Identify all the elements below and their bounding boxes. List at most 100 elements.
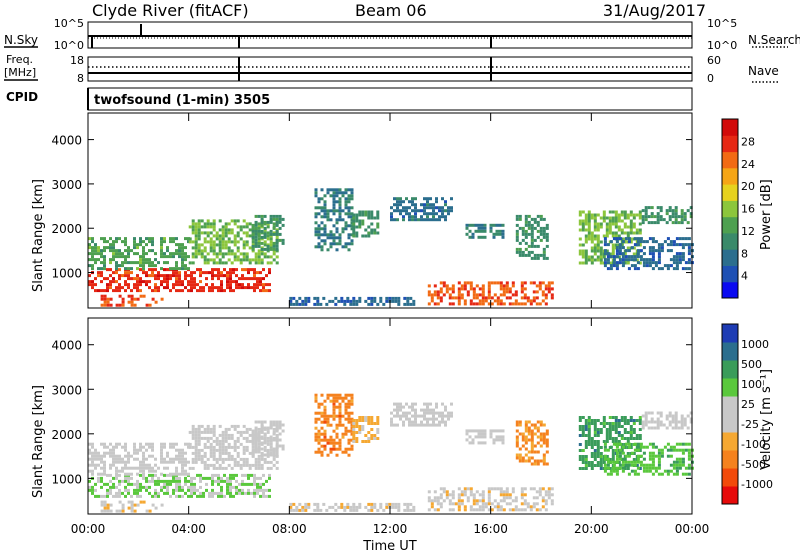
velocity-colorbar-swatch-5: [722, 396, 738, 415]
velocity-region-7: [390, 402, 453, 427]
power-region-10: [465, 223, 505, 239]
velocity-colorbar-swatch-7: [722, 360, 738, 379]
power-colorbar: 28 24 20 16 12 8 4: [721, 118, 755, 299]
freq-units-label: [MHz]: [4, 66, 36, 79]
velocity-ytick-label-3: 1000: [51, 472, 82, 486]
velocity-colorbar-swatch-3: [722, 432, 738, 451]
power-region-9: [427, 281, 554, 306]
velocity-colorbar-tick-6: -500: [741, 458, 766, 471]
velocity-colorbar-swatch-0: [722, 486, 738, 505]
velocity-colorbar-swatch-9: [722, 324, 738, 343]
velocity-region-0: [88, 473, 271, 498]
time-tick-label-3: 12:00: [373, 522, 408, 536]
nave-tick-bottom: 0: [707, 72, 714, 85]
beam-title: Beam 06: [355, 1, 427, 20]
time-tick-label-1: 04:00: [171, 522, 206, 536]
power-colorbar-swatch-2: [722, 249, 738, 266]
power-region-14: [603, 237, 694, 271]
power-colorbar-swatch-0: [722, 281, 738, 299]
velocity-colorbar-swatch-4: [722, 414, 738, 433]
velocity-colorbar-swatch-6: [722, 378, 738, 397]
freq-tick-top: 18: [70, 54, 84, 67]
noise-panel: N.Sky N.Search 10^5 10^0 10^5 10^0: [4, 17, 800, 52]
time-tick-label-4: 16:00: [473, 522, 508, 536]
power-colorbar-swatch-4: [722, 216, 738, 234]
noise-left-tick-top: 10^5: [54, 17, 84, 30]
time-tick-label-5: 20:00: [574, 522, 609, 536]
velocity-colorbar-tick-3: 25: [741, 398, 755, 411]
power-colorbar-swatch-5: [722, 200, 738, 218]
power-colorbar-swatch-9: [722, 135, 738, 153]
velocity-colorbar-swatch-1: [722, 468, 738, 487]
power-colorbar-swatch-7: [722, 167, 738, 185]
frequency-panel: Freq. [MHz] Nave 18 8 60 0: [4, 53, 780, 85]
noise-search-label: N.Search: [748, 33, 800, 47]
cpid-value: twofsound (1-min) 3505: [94, 93, 270, 108]
time-tick-label-0: 00:00: [71, 522, 106, 536]
power-x-ticks: [87, 113, 693, 308]
power-region-1: [88, 237, 190, 271]
power-colorbar-swatch-3: [722, 232, 738, 250]
velocity-colorbar-tick-0: 1000: [741, 338, 769, 351]
power-region-13: [641, 206, 693, 225]
x-axis-label: Time UT: [362, 539, 416, 554]
noise-right-tick-bottom: 10^0: [707, 39, 737, 52]
date-title: 31/Aug/2017: [603, 1, 706, 20]
power-colorbar-tick-0: 28: [741, 135, 755, 148]
velocity-region-13: [641, 411, 693, 430]
velocity-colorbar-tick-4: -25: [741, 418, 759, 431]
power-region-0: [88, 268, 271, 293]
power-region-11: [515, 214, 549, 260]
velocity-ytick-label-2: 2000: [51, 428, 82, 442]
station-title: Clyde River (fitACF): [92, 1, 249, 20]
power-heatmap-panel: 4000 3000 2000 1000 Slant Range [km] 28 24 20…: [31, 112, 774, 309]
power-region-5: [314, 188, 354, 252]
velocity-region-6: [352, 416, 380, 443]
power-colorbar-tick-1: 24: [741, 158, 755, 171]
noise-sky-label: N.Sky: [4, 33, 38, 47]
velocity-region-4: [251, 420, 285, 457]
velocity-region-2: [188, 424, 279, 470]
power-region-3: [100, 294, 164, 307]
power-region-2: [188, 219, 279, 265]
noise-right-tick-top: 10^5: [707, 17, 737, 30]
time-axis-labels: 00:00 04:00 08:00 12:00 16:00 20:00 00:00: [71, 522, 710, 536]
power-colorbar-label: Power [dB]: [759, 179, 774, 250]
power-region-4: [251, 214, 285, 251]
power-region-12: [578, 210, 642, 265]
velocity-region-14: [603, 442, 694, 476]
power-colorbar-tick-5: 8: [741, 247, 748, 260]
velocity-ytick-label-0: 4000: [51, 339, 82, 353]
velocity-y-axis-label: Slant Range [km]: [31, 385, 46, 498]
velocity-region-11: [515, 420, 549, 466]
velocity-colorbar: 1000 500 100 25 -25 -100 -500 -1000: [721, 323, 773, 505]
power-colorbar-tick-6: 4: [741, 270, 748, 283]
power-colorbar-swatch-1: [722, 265, 738, 283]
power-region-6: [352, 210, 380, 238]
nave-tick-top: 60: [707, 54, 721, 67]
power-colorbar-tick-3: 16: [741, 203, 755, 216]
velocity-colorbar-tick-1: 500: [741, 358, 762, 371]
velocity-region-8: [289, 502, 416, 512]
power-region-7: [390, 197, 453, 222]
velocity-region-10: [465, 429, 505, 445]
velocity-heatmap-panel: 4000 3000 2000 1000 Slant Range [km] 1000 50…: [31, 317, 774, 515]
velocity-x-ticks: [87, 318, 693, 514]
velocity-data-cells: [88, 393, 694, 513]
power-data-cells: [88, 188, 694, 307]
power-region-8: [289, 296, 416, 306]
velocity-colorbar-swatch-2: [722, 450, 738, 469]
nave-label: Nave: [748, 64, 779, 78]
power-ytick-label-3: 1000: [51, 267, 82, 281]
power-colorbar-swatch-6: [722, 184, 738, 201]
velocity-colorbar-swatch-8: [722, 342, 738, 361]
power-ytick-label-1: 3000: [51, 178, 82, 192]
velocity-colorbar-tick-7: -1000: [741, 478, 773, 491]
velocity-colorbar-label: Velocity [m s⁻¹]: [759, 369, 774, 470]
power-colorbar-swatch-8: [722, 151, 738, 169]
time-tick-label-6: 00:00: [675, 522, 710, 536]
velocity-colorbar-tick-2: 100: [741, 378, 762, 391]
power-colorbar-tick-2: 20: [741, 180, 755, 193]
velocity-region-5: [314, 393, 354, 457]
